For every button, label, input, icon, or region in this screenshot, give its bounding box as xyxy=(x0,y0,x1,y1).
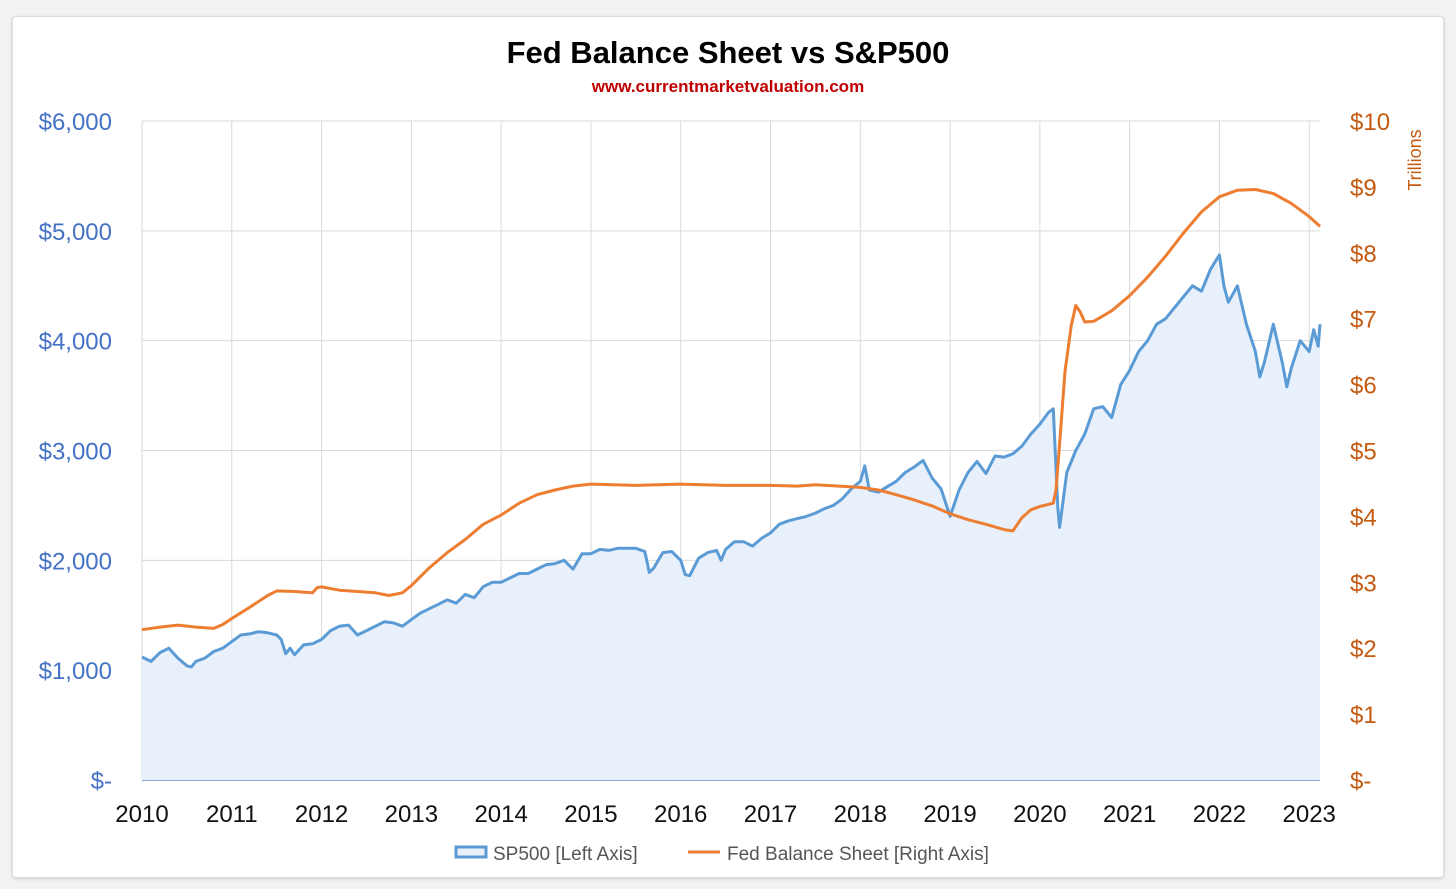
x-tick-label: 2016 xyxy=(654,801,707,828)
x-tick-label: 2014 xyxy=(474,801,527,828)
sp500-area-layer xyxy=(141,253,1322,780)
right-axis-ticks: $- $1 $2 $3 $4 $5 $6 $7 $8 $9 $10 xyxy=(1350,109,1390,795)
right-tick-label: $9 xyxy=(1350,175,1377,202)
x-tick-label: 2011 xyxy=(206,801,258,828)
legend-label-fed: Fed Balance Sheet [Right Axis] xyxy=(727,844,989,865)
x-tick-label: 2023 xyxy=(1283,801,1336,828)
x-tick-label: 2012 xyxy=(295,801,348,828)
left-axis-ticks: $- $1,000 $2,000 $3,000 $4,000 $5,000 $6,000 xyxy=(39,109,112,795)
right-tick-label: $4 xyxy=(1350,504,1377,531)
x-tick-label: 2022 xyxy=(1193,801,1246,828)
x-tick-label: 2021 xyxy=(1103,801,1156,828)
left-tick-label: $2,000 xyxy=(39,548,112,575)
fed-balance-line xyxy=(141,188,1322,632)
legend: SP500 [Left Axis] Fed Balance Sheet [Rig… xyxy=(454,844,989,865)
x-tick-label: 2015 xyxy=(564,801,617,828)
right-tick-label: $7 xyxy=(1350,307,1377,334)
sp500-line xyxy=(141,253,1322,669)
x-axis-ticks: 2010 2011 2012 2013 2014 2015 2016 2017 2018 2019… xyxy=(115,801,1336,828)
sp500-area xyxy=(142,255,1320,780)
fed-line-layer xyxy=(141,188,1322,632)
x-tick-label: 2020 xyxy=(1013,801,1066,828)
right-axis-unit-label: Trillions xyxy=(1405,129,1425,190)
right-tick-label: $8 xyxy=(1350,241,1377,268)
left-tick-label: $1,000 xyxy=(39,658,112,685)
x-tick-label: 2017 xyxy=(744,801,797,828)
left-tick-label: $- xyxy=(91,768,112,795)
right-tick-label: $1 xyxy=(1350,702,1377,729)
right-tick-label: $5 xyxy=(1350,439,1377,466)
right-tick-label: $6 xyxy=(1350,373,1377,400)
left-tick-label: $4,000 xyxy=(39,329,112,356)
legend-label-sp500: SP500 [Left Axis] xyxy=(493,844,638,865)
x-tick-label: 2019 xyxy=(923,801,976,828)
x-tick-label: 2013 xyxy=(385,801,438,828)
left-tick-label: $6,000 xyxy=(39,109,112,136)
right-tick-label: $- xyxy=(1350,768,1371,795)
right-tick-label: $2 xyxy=(1350,636,1377,663)
x-tick-label: 2018 xyxy=(834,801,887,828)
right-tick-label: $3 xyxy=(1350,570,1377,597)
left-tick-label: $3,000 xyxy=(39,439,112,466)
left-tick-label: $5,000 xyxy=(39,219,112,246)
right-tick-label: $10 xyxy=(1350,109,1390,136)
chart-subtitle: www.currentmarketvaluation.com xyxy=(591,77,864,96)
chart-title: Fed Balance Sheet vs S&P500 xyxy=(507,35,950,70)
legend-swatch-sp500 xyxy=(454,845,488,859)
x-tick-label: 2010 xyxy=(115,801,168,828)
